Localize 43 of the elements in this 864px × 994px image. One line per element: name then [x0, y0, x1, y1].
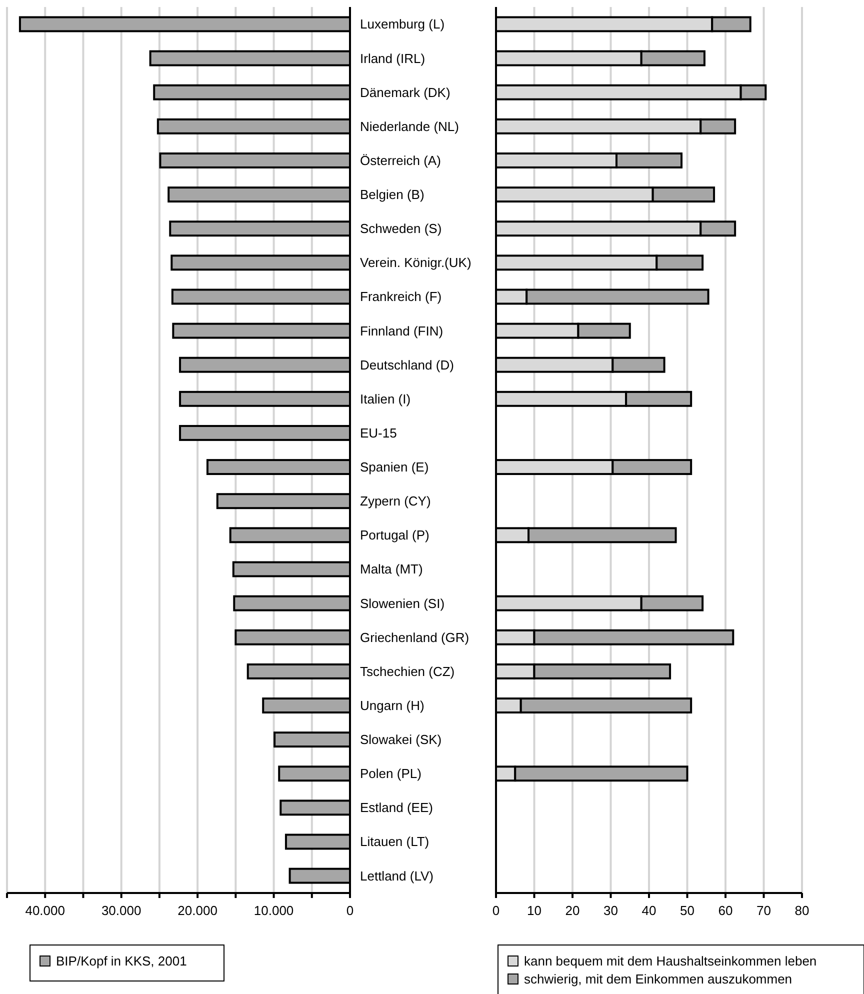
x-tick-label: 0 — [346, 903, 354, 918]
x-tick-label: 40 — [642, 903, 656, 918]
legend-label: schwierig, mit dem Einkommen auszukommen — [524, 972, 792, 986]
x-tick-label: 40.000 — [25, 903, 65, 918]
y-tick-label: EU-15 — [360, 425, 397, 440]
x-tick-label: 60 — [718, 903, 733, 918]
y-tick-label: Slowenien (SI) — [360, 596, 445, 611]
y-tick-label: Schweden (S) — [360, 221, 442, 236]
x-tick-label: 70 — [756, 903, 771, 918]
y-tick-label: Estland (EE) — [360, 800, 433, 816]
y-tick-label: Frankreich (F) — [360, 289, 442, 304]
y-tick-label: Luxemburg (L) — [360, 16, 445, 32]
x-tick-label: 30 — [604, 903, 618, 918]
x-tick-label: 0 — [492, 903, 500, 918]
y-tick-label: Litauen (LT) — [360, 834, 430, 850]
y-tick-label: Ungarn (H) — [360, 698, 424, 713]
x-tick-label: 10 — [527, 903, 542, 918]
y-tick-label: Verein. Königr.(UK) — [360, 255, 472, 270]
x-tick-label: 20.000 — [178, 903, 218, 918]
x-tick-label: 10.000 — [254, 903, 294, 918]
y-tick-label: Dänemark (DK) — [360, 84, 450, 100]
x-tick-label: 50 — [680, 903, 694, 918]
y-tick-label: Spanien (E) — [360, 460, 429, 475]
legend-label: kann bequem mit dem Haushaltseinkommen leben — [524, 954, 817, 968]
x-tick-label: 20 — [565, 903, 580, 918]
y-tick-label: Portugal (P) — [360, 528, 430, 543]
y-tick-label: Italien (I) — [360, 391, 411, 406]
y-tick-label: Deutschland (D) — [360, 357, 454, 372]
y-tick-label: Irland (IRL) — [360, 50, 426, 66]
y-tick-label: Tschechien (CZ) — [360, 664, 455, 679]
x-tick-label: 30.000 — [101, 903, 142, 918]
y-tick-label: Slowakei (SK) — [360, 732, 442, 748]
x-tick-label: 80 — [794, 903, 810, 918]
y-tick-label: Finnland (FIN) — [360, 323, 444, 338]
y-tick-label: Lettland (LV) — [360, 868, 434, 884]
y-tick-label: Griechenland (GR) — [360, 630, 470, 645]
y-tick-label: Zypern (CY) — [360, 494, 431, 509]
y-tick-label: Polen (PL) — [360, 766, 422, 782]
y-tick-label: Niederlande (NL) — [360, 118, 459, 134]
y-tick-label: Belgien (B) — [360, 187, 424, 202]
legend-label: BIP/Kopf in KKS, 2001 — [56, 954, 187, 968]
y-tick-label: Malta (MT) — [360, 562, 423, 577]
y-tick-label: Österreich (A) — [360, 152, 441, 168]
